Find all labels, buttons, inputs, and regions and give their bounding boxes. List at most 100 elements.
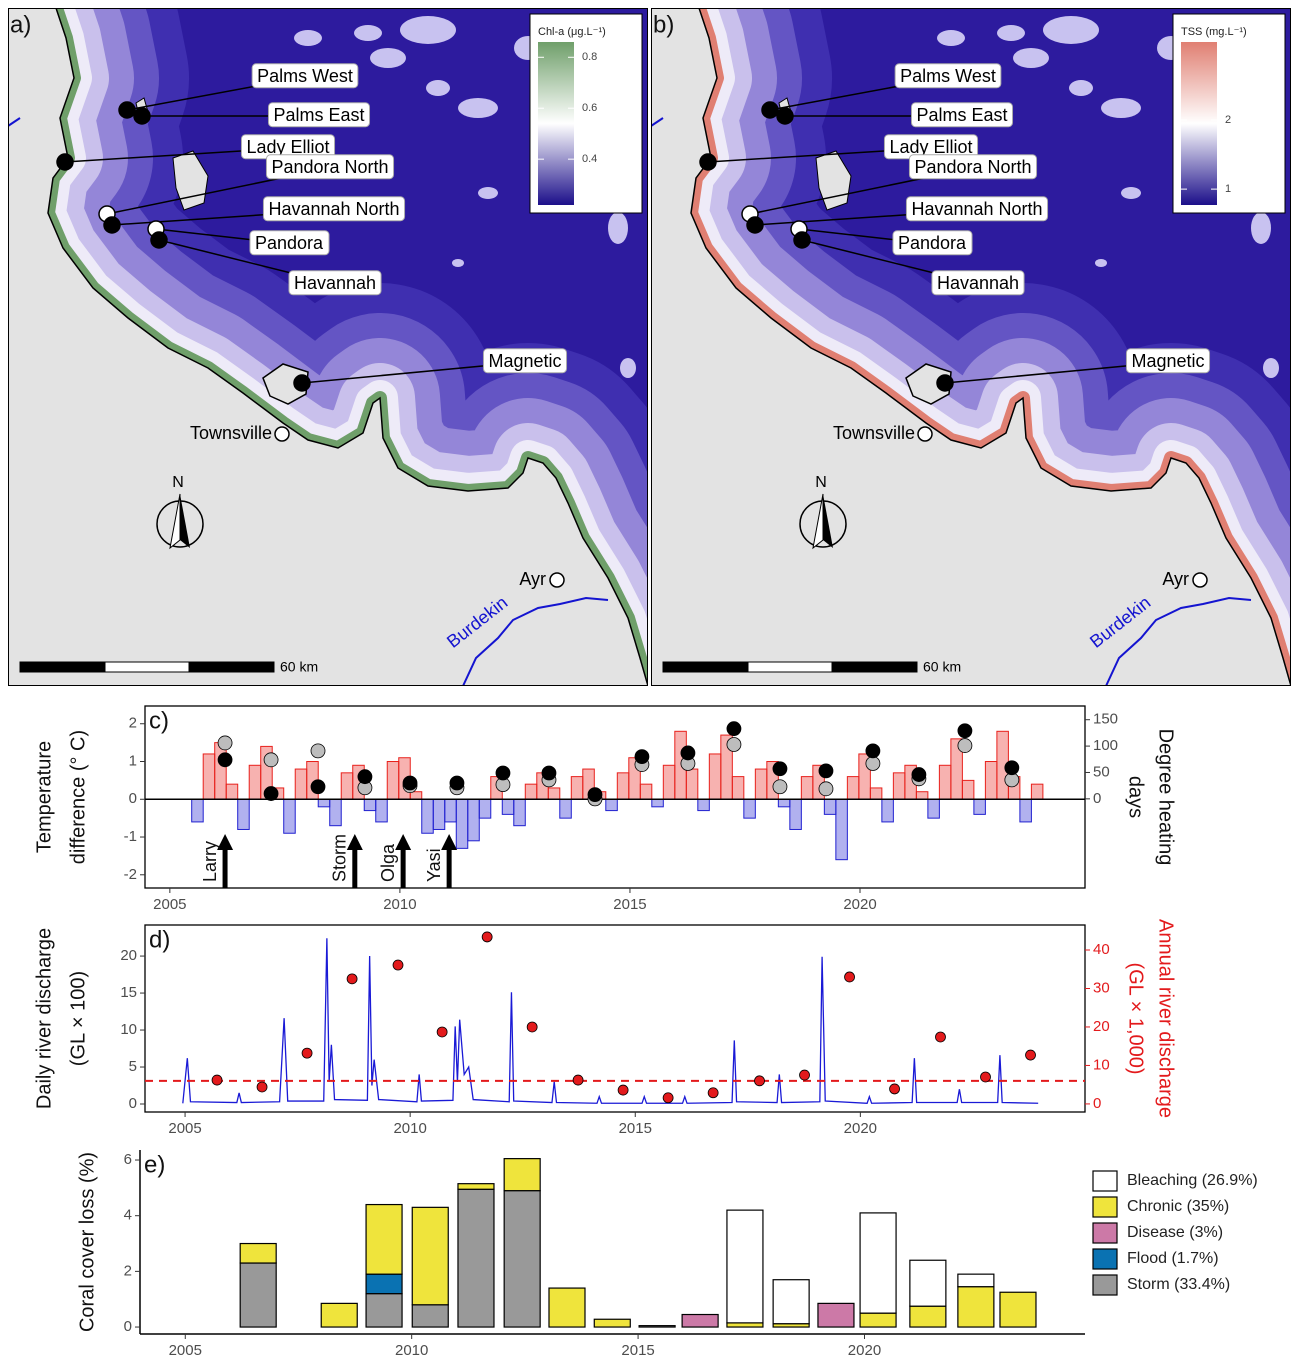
site-label: Palms East	[273, 105, 364, 125]
anomaly-bar	[732, 777, 744, 800]
point	[1026, 1050, 1036, 1060]
anomaly-bar	[916, 792, 928, 800]
reef	[608, 212, 628, 244]
y-tick-label: -1	[124, 828, 137, 845]
town-marker	[550, 573, 564, 587]
site-label: Magnetic	[1131, 351, 1204, 371]
anomaly-bar	[1020, 799, 1032, 822]
anomaly-bar	[525, 784, 537, 799]
anomaly-bar	[330, 799, 342, 825]
bar-segment	[366, 1205, 402, 1275]
anomaly-bar	[640, 784, 652, 799]
site-marker	[762, 102, 778, 118]
point	[437, 1027, 447, 1037]
anomaly-bar	[1031, 784, 1043, 799]
point	[935, 1032, 945, 1042]
x-tick-label: 2010	[383, 896, 416, 913]
x-tick-label: 2015	[621, 1342, 654, 1359]
anomaly-bar	[870, 788, 882, 799]
scale-label: 60 km	[280, 659, 318, 675]
anomaly-bar	[203, 754, 215, 799]
anomaly-bar	[882, 799, 894, 822]
anomaly-bar	[985, 762, 997, 800]
y-axis-title: difference (° C)	[67, 730, 89, 864]
legend-swatch	[1093, 1249, 1117, 1269]
anomaly-bar	[410, 792, 422, 800]
x-tick-label: 2005	[168, 1120, 201, 1137]
site-label: Palms West	[900, 66, 996, 86]
panel-label: d)	[149, 926, 170, 953]
x-tick-label: 2020	[848, 1342, 881, 1359]
legend-label: Flood (1.7%)	[1127, 1250, 1219, 1267]
point	[819, 764, 833, 778]
y2-tick-label: 20	[1093, 1018, 1110, 1035]
anomaly-bar	[364, 799, 376, 810]
anomaly-bar	[548, 788, 560, 799]
bar-segment	[860, 1313, 896, 1327]
y2-tick-label: 100	[1093, 737, 1118, 754]
anomaly-bar	[744, 799, 756, 818]
reef	[452, 259, 464, 267]
cyclone-arrowhead	[441, 834, 457, 850]
scale-bar	[832, 662, 917, 672]
anomaly-bar	[215, 743, 227, 800]
site-label: Havannah	[937, 273, 1019, 293]
bar-segment	[594, 1319, 630, 1327]
reef	[997, 25, 1025, 41]
anomaly-bar	[479, 799, 491, 818]
anomaly-bar	[514, 799, 526, 825]
point	[681, 746, 695, 760]
point	[981, 1072, 991, 1082]
legend-title: TSS (mg.L⁻¹)	[1181, 26, 1247, 38]
colorbar-label: 2	[1225, 114, 1231, 126]
y2-tick-label: 40	[1093, 941, 1110, 958]
point	[958, 739, 972, 753]
scale-bar	[189, 662, 274, 672]
y-axis-title: Temperature	[33, 741, 55, 853]
reef	[426, 80, 450, 96]
anomaly-bar	[686, 769, 698, 799]
y-tick-label: 0	[129, 790, 137, 807]
y2-tick-label: 150	[1093, 711, 1118, 728]
bar-segment	[458, 1184, 494, 1190]
site-label: Palms East	[916, 105, 1007, 125]
anomaly-bar	[928, 799, 940, 818]
site-label: Palms West	[257, 66, 353, 86]
scale-bar	[20, 662, 105, 672]
anomaly-bar	[318, 799, 330, 807]
bar-segment	[504, 1159, 540, 1191]
north-label: N	[172, 474, 184, 491]
bar-segment	[549, 1288, 585, 1327]
y-axis-title: Daily river discharge	[33, 928, 55, 1109]
colorbar-label: 0.4	[582, 153, 597, 165]
anomaly-bar	[606, 799, 618, 810]
town-label: Ayr	[519, 569, 546, 589]
site-marker	[151, 232, 167, 248]
bar-segment	[727, 1210, 763, 1323]
site-marker	[747, 217, 763, 233]
point	[212, 1075, 222, 1085]
bar-segment	[412, 1207, 448, 1304]
anomaly-bar	[295, 769, 307, 799]
reef	[354, 25, 382, 41]
plot-frame	[145, 925, 1085, 1112]
point	[635, 750, 649, 764]
anomaly-bar	[962, 780, 974, 799]
anomaly-bar	[939, 765, 951, 799]
y-tick-label: 2	[124, 1262, 132, 1279]
point	[311, 744, 325, 758]
bar-segment	[639, 1326, 675, 1327]
anomaly-bar	[755, 769, 767, 799]
anomaly-bar	[560, 799, 572, 818]
reef	[1095, 259, 1107, 267]
reef	[458, 98, 498, 118]
bar-segment	[458, 1189, 494, 1327]
site-label: Havannah North	[268, 199, 399, 219]
town-marker	[918, 427, 932, 441]
site-label: Pandora	[898, 233, 967, 253]
point	[218, 753, 232, 767]
point	[496, 766, 510, 780]
anomaly-bar	[341, 773, 353, 799]
reef	[400, 16, 456, 44]
